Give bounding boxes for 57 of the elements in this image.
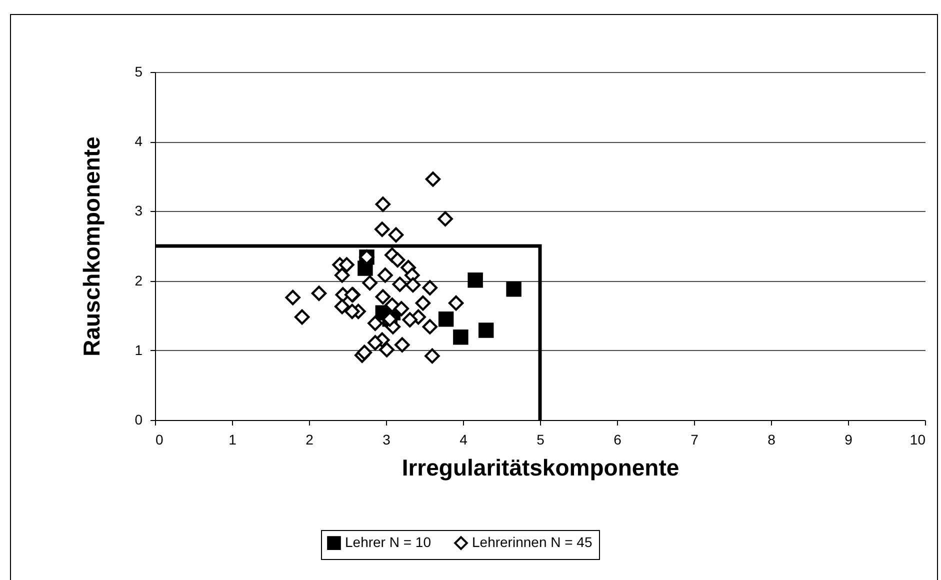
- point: [378, 268, 393, 283]
- point: [388, 227, 404, 242]
- y-tick-label: 1: [134, 342, 143, 358]
- point: [356, 344, 372, 360]
- y-axis-title: Rauschkomponente: [78, 136, 105, 356]
- y-tick-label: 4: [134, 133, 143, 150]
- point: [422, 280, 438, 296]
- point: [438, 211, 453, 226]
- point: [358, 260, 373, 276]
- x-tick-label: 3: [382, 432, 391, 448]
- x-tick-label: 5: [536, 432, 545, 448]
- y-tick-label: 2: [134, 272, 143, 288]
- point: [424, 348, 440, 364]
- point: [422, 319, 438, 334]
- y-tick-label: 0: [134, 412, 143, 428]
- x-tick-label: 0: [156, 432, 164, 448]
- point: [478, 322, 494, 338]
- point: [402, 312, 418, 328]
- x-tick-label: 8: [768, 432, 776, 448]
- point: [506, 282, 522, 297]
- point: [334, 298, 350, 314]
- point: [375, 289, 391, 304]
- point: [390, 252, 406, 268]
- point: [294, 309, 310, 325]
- point: [415, 295, 431, 311]
- point: [339, 257, 354, 272]
- point: [344, 304, 360, 320]
- point: [334, 268, 350, 283]
- x-tick-label: 2: [306, 432, 314, 448]
- x-tick-label: 1: [228, 432, 237, 448]
- x-tick-label: 10: [910, 432, 926, 448]
- y-tick-label: 5: [134, 64, 143, 80]
- point: [453, 330, 468, 345]
- point: [394, 337, 410, 352]
- x-axis-title: Irregularitätskomponente: [402, 454, 680, 480]
- point: [392, 276, 408, 292]
- y-tick-label: 3: [134, 202, 143, 219]
- x-tick-label: 7: [690, 432, 699, 448]
- point: [405, 277, 421, 293]
- point: [311, 286, 327, 301]
- legend-label: Lehrer N = 10: [345, 534, 432, 550]
- point: [394, 301, 410, 316]
- point: [374, 222, 390, 237]
- legend-label: Lehrerinnen N = 45: [472, 534, 592, 550]
- point: [379, 342, 394, 358]
- x-tick-label: 6: [614, 432, 622, 448]
- point: [438, 311, 454, 327]
- point: [285, 290, 300, 306]
- point: [368, 316, 383, 331]
- point: [368, 335, 383, 350]
- x-tick-label: 9: [844, 432, 853, 448]
- point: [375, 196, 391, 212]
- point: [468, 272, 483, 288]
- point: [425, 172, 441, 187]
- point: [362, 275, 378, 291]
- point: [448, 295, 464, 311]
- x-tick-label: 4: [460, 432, 468, 448]
